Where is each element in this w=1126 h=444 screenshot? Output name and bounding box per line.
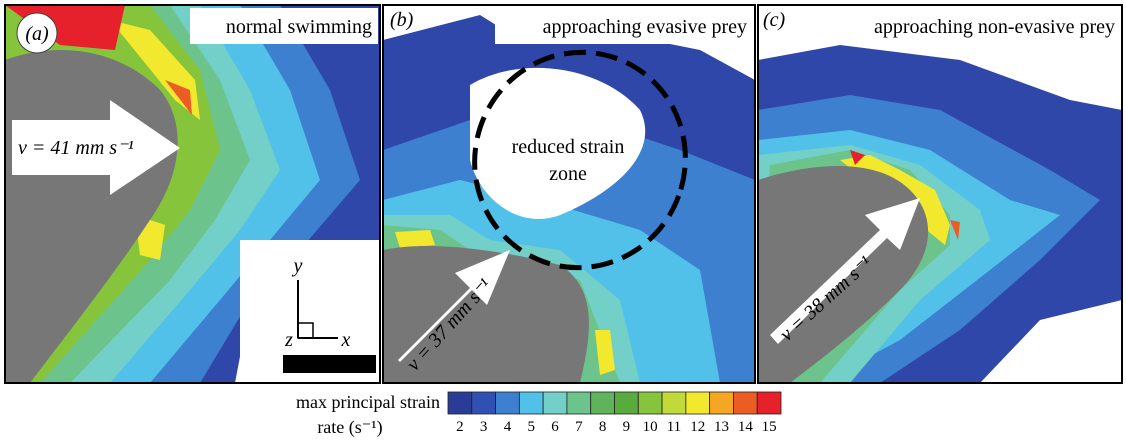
colorbar-tick-label: 14 bbox=[738, 419, 754, 435]
page: (a) normal swimming ν = 41 mm s⁻¹ y z x … bbox=[0, 0, 1126, 444]
colorbar-swatch bbox=[615, 392, 639, 414]
colorbar-label: max principal strain bbox=[296, 392, 440, 412]
colorbar-swatch bbox=[686, 392, 710, 414]
colorbar-swatch bbox=[543, 392, 567, 414]
axis-key-label: z bbox=[284, 329, 293, 351]
colorbar-tick-label: 4 bbox=[504, 419, 512, 435]
colorbar-swatch bbox=[638, 392, 662, 414]
colorbar-swatch bbox=[662, 392, 686, 414]
colorbar-swatch bbox=[710, 392, 734, 414]
colorbar-swatch bbox=[733, 392, 757, 414]
panel-title: approaching evasive prey bbox=[543, 16, 747, 38]
colorbar-tick-label: 2 bbox=[456, 419, 464, 435]
colorbar-tick-label: 8 bbox=[599, 419, 607, 435]
colorbar-tick-label: 12 bbox=[690, 419, 705, 435]
figure: (a) normal swimming ν = 41 mm s⁻¹ y z x … bbox=[0, 0, 1126, 439]
axis-key-label: x bbox=[341, 329, 351, 351]
panel-label: (a) bbox=[25, 23, 49, 45]
colorbar-tick-label: 11 bbox=[667, 419, 681, 435]
panel-a-image bbox=[5, 5, 380, 383]
colorbar-swatch bbox=[519, 392, 543, 414]
panel-label: (c) bbox=[763, 9, 786, 31]
colorbar-swatch bbox=[448, 392, 472, 414]
colorbar-tick-label: 6 bbox=[551, 419, 559, 435]
panel-c-image bbox=[758, 5, 1122, 383]
colorbar-tick-label: 7 bbox=[575, 419, 583, 435]
colorbar-swatch bbox=[757, 392, 781, 414]
colorbar-tick-label: 5 bbox=[528, 419, 536, 435]
zone-note: reduced strain bbox=[512, 136, 625, 158]
colorbar-label: rate (s⁻¹) bbox=[317, 417, 382, 438]
colorbar-tick-label: 3 bbox=[480, 419, 488, 435]
colorbar-swatch bbox=[472, 392, 496, 414]
colorbar-swatch bbox=[591, 392, 615, 414]
panel-label: (b) bbox=[390, 9, 414, 31]
velocity-label: ν = 41 mm s⁻¹ bbox=[18, 137, 134, 159]
axis-key-label: y bbox=[292, 255, 303, 277]
colorbar-tick-label: 13 bbox=[714, 419, 729, 435]
colorbar-tick-label: 9 bbox=[623, 419, 631, 435]
panel-title: approaching non-evasive prey bbox=[874, 16, 1115, 38]
panel-title: normal swimming bbox=[226, 16, 372, 38]
colorbar-swatch bbox=[496, 392, 520, 414]
colorbar-tick-label: 15 bbox=[762, 419, 777, 435]
colorbar-tick-label: 10 bbox=[643, 419, 658, 435]
colorbar-swatch bbox=[567, 392, 591, 414]
zone-note: zone bbox=[549, 163, 587, 185]
